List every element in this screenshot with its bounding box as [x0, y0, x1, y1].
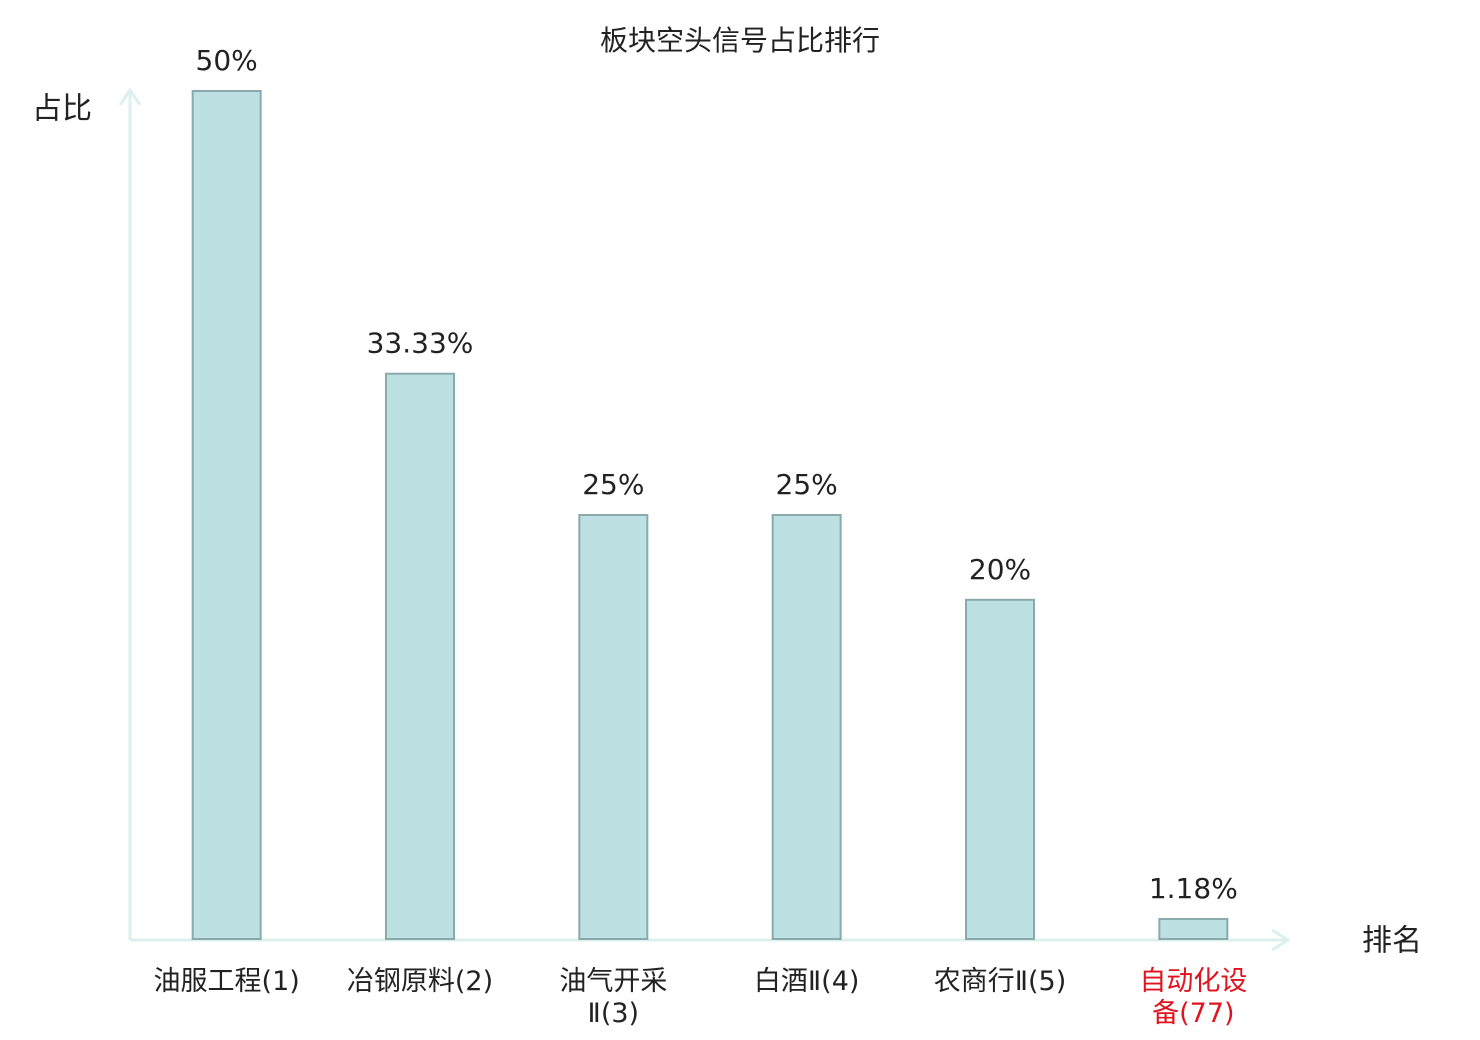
x-tick-label: 油气开采 Ⅱ(3)	[559, 966, 668, 1029]
axes	[118, 87, 1291, 952]
x-tick-label: 冶钢原料(2)	[346, 966, 494, 997]
value-label: 1.18%	[1149, 872, 1238, 905]
x-tick-label: 自动化设 备(77)	[1139, 966, 1248, 1029]
value-label: 20%	[969, 553, 1031, 586]
value-label: 50%	[196, 44, 258, 77]
bar	[965, 598, 1035, 940]
bar	[1158, 917, 1229, 940]
x-tick-label: 白酒Ⅱ(4)	[753, 966, 860, 997]
x-axis-label: 排名	[1362, 924, 1422, 959]
bar	[771, 514, 842, 940]
y-axis-label: 占比	[32, 92, 92, 127]
x-tick-label: 农商行Ⅱ(5)	[933, 966, 1067, 997]
value-label: 25%	[582, 468, 644, 501]
bar	[578, 514, 649, 940]
bar	[385, 372, 455, 940]
chart-title: 板块空头信号占比排行	[600, 24, 880, 57]
value-label: 33.33%	[367, 327, 474, 360]
bar	[191, 90, 262, 940]
value-label: 25%	[776, 468, 838, 501]
x-tick-label: 油服工程(1)	[153, 966, 300, 997]
